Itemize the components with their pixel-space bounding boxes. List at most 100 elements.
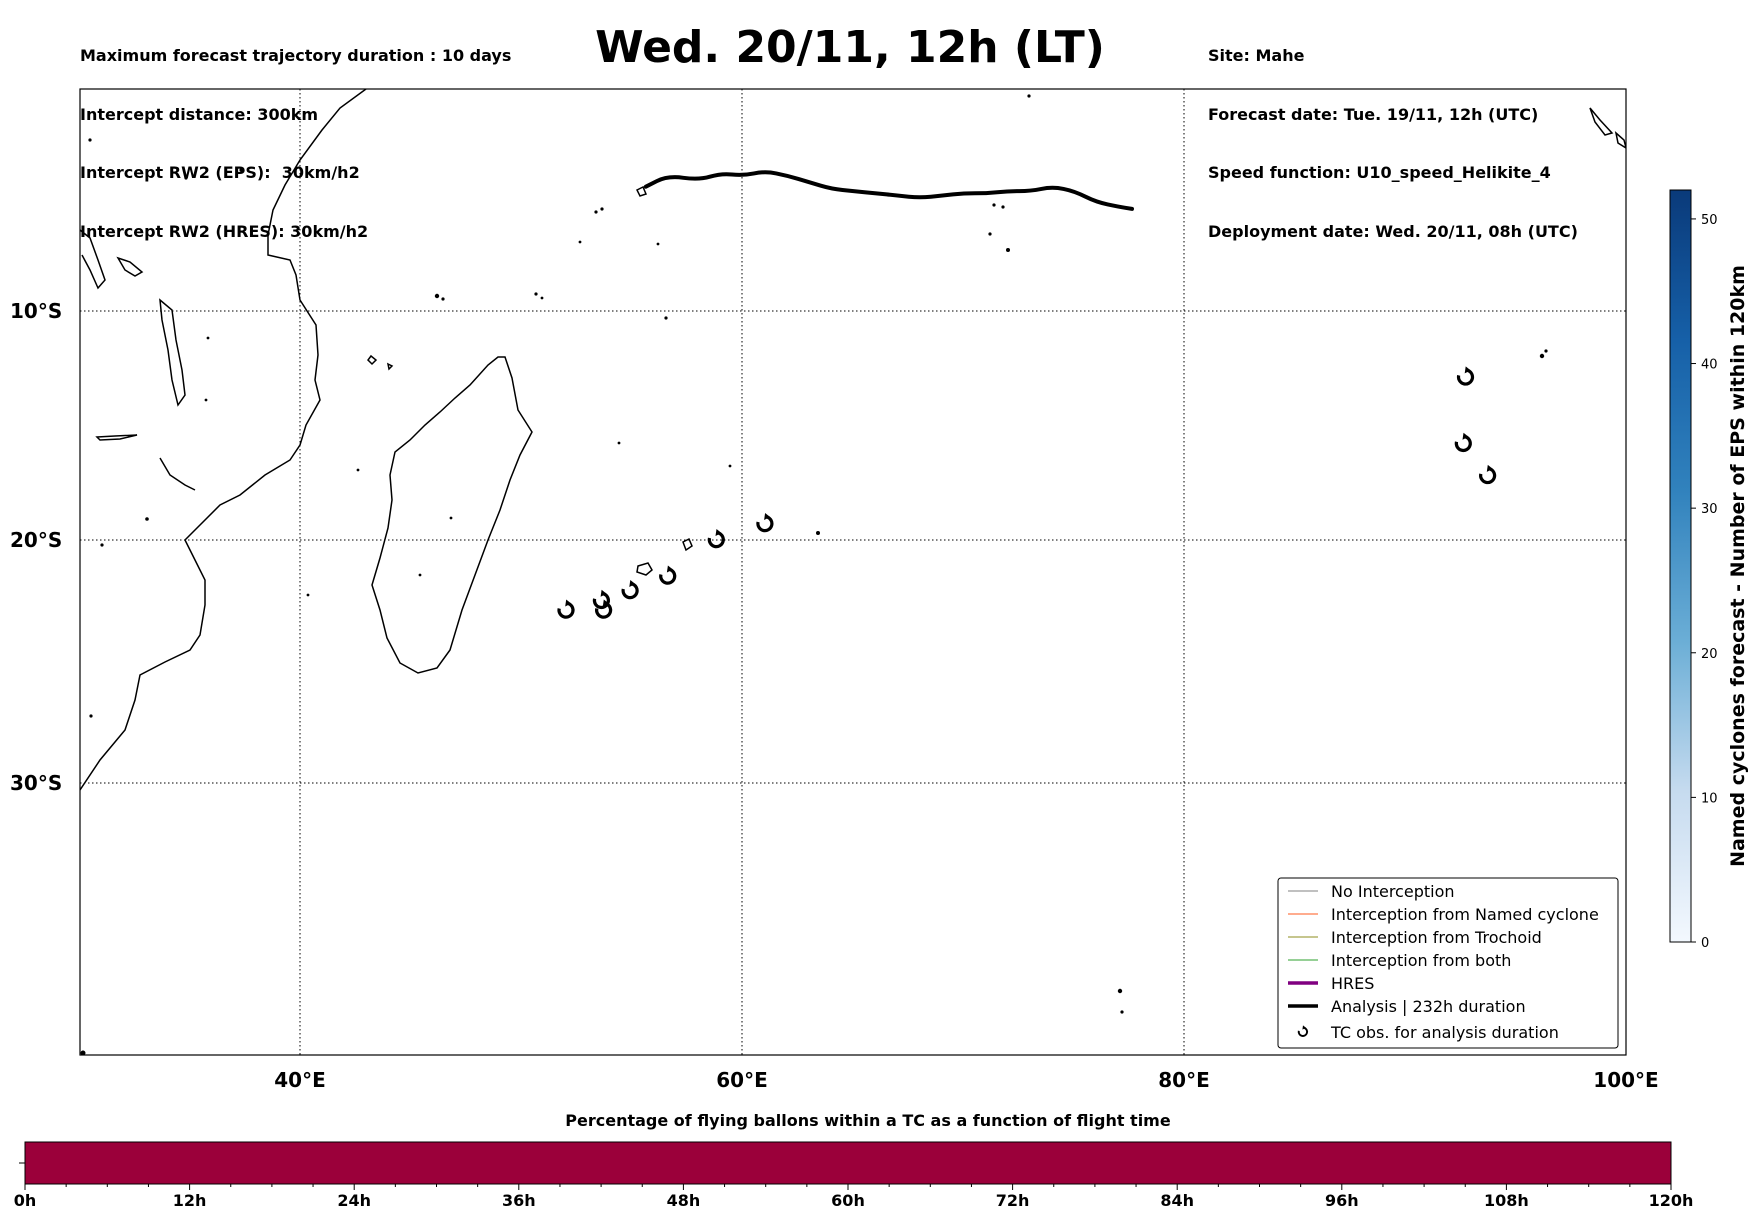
colorbar-bottom-bar (24, 1141, 1672, 1185)
island-dot (1120, 1010, 1124, 1014)
lake-small (1614, 130, 1626, 149)
island-dot (1544, 349, 1548, 353)
colorbar-right-tick-label: 40 (1701, 358, 1718, 373)
lat-tick-label: 20°S (10, 528, 62, 552)
header-right-line: Deployment date: Wed. 20/11, 08h (UTC) (1208, 221, 1578, 241)
colorbar-right-tick-label: 20 (1701, 647, 1718, 662)
colorbar-bottom-tick-label: 84h (1160, 1191, 1194, 1210)
colorbar-bottom-tick-label: 72h (996, 1191, 1030, 1210)
lon-tick-labels: 40°E 60°E 80°E 100°E (274, 1068, 1658, 1092)
mauritius-island (682, 537, 693, 552)
colorbar-bottom-tick-label: 120h (1649, 1191, 1694, 1210)
tc-observation-marker (1479, 463, 1497, 485)
colorbar-right-tick-label: 0 (1701, 936, 1709, 951)
lake-kariba (95, 434, 138, 441)
island-dot (816, 531, 820, 535)
island-dot (441, 297, 445, 301)
lake-malawi (159, 298, 186, 407)
island-dot (204, 398, 208, 402)
island-dot (239, 168, 243, 172)
reunion-island (636, 562, 653, 576)
header-right-line: Forecast date: Tue. 19/11, 12h (UTC) (1208, 104, 1539, 124)
colorbar-bottom-title: Percentage of flying ballons within a TC… (565, 1111, 1171, 1130)
lake-tanganyika (116, 256, 144, 277)
small-islands (80, 94, 1548, 1056)
header-right-info: Site: Mahe Forecast date: Tue. 19/11, 12… (1208, 7, 1578, 261)
header-left-line: Intercept RW2 (EPS): 30km/h2 (80, 163, 360, 182)
tc-observation-marker (1456, 364, 1475, 386)
colorbar-bottom-tick-label: 48h (667, 1191, 701, 1210)
colorbar-right-tick-label: 30 (1701, 502, 1718, 517)
africa-coastline (80, 89, 367, 791)
lat-tick-label: 30°S (10, 771, 62, 795)
lon-tick-label: 40°E (274, 1068, 326, 1092)
header-left-line: Maximum forecast trajectory duration : 1… (80, 46, 512, 65)
island-dot (992, 203, 996, 207)
lon-tick-label: 80°E (1158, 1068, 1210, 1092)
legend-label: No Interception (1331, 882, 1455, 901)
lat-tick-label: 10°S (10, 299, 62, 323)
colorbar-bottom-tick-label: 12h (173, 1191, 207, 1210)
island-dot (434, 293, 440, 299)
legend-label: Interception from both (1331, 951, 1511, 970)
lake-victoria (80, 229, 106, 290)
legend-label: Analysis | 232h duration (1331, 997, 1526, 1016)
island-dot (664, 316, 668, 320)
island-dot (418, 573, 422, 577)
comoros-island (386, 362, 394, 371)
page-title: Wed. 20/11, 12h (LT) (595, 22, 1105, 73)
gridlines (80, 89, 1626, 1055)
lon-tick-label: 100°E (1593, 1068, 1658, 1092)
colorbar-bottom-tick-label: 96h (1325, 1191, 1359, 1210)
legend-label: HRES (1331, 974, 1374, 993)
colorbar-bottom-tick-label: 24h (337, 1191, 371, 1210)
island-dot (306, 593, 310, 597)
island-dot (1117, 988, 1123, 994)
island-dot (594, 210, 598, 214)
colorbar-bottom-ticks: 0h 12h 24h 36h 48h 60h 72h 84h 96h 108h 120h (14, 1184, 1694, 1210)
header-right-line: Site: Mahe (1208, 46, 1305, 65)
island-dot (145, 517, 149, 521)
tc-observation-marker (659, 563, 677, 585)
island-dot (449, 516, 453, 520)
lon-tick-label: 60°E (716, 1068, 768, 1092)
island-dot (728, 464, 732, 468)
tc-observation-marker (557, 597, 575, 619)
island-dot (534, 292, 538, 296)
island-dot (1001, 205, 1005, 209)
map-frame (79, 88, 1627, 1056)
legend-label: TC obs. for analysis duration (1330, 1023, 1559, 1042)
analysis-track (643, 170, 1134, 211)
tc-observation-marker (621, 578, 639, 600)
island-dot (356, 468, 360, 472)
colorbar-right: 0 10 20 30 40 50 Named cyclones forecast - Nu… (1669, 189, 1749, 951)
legend-box (1277, 877, 1619, 1049)
madagascar-coastline (371, 356, 533, 674)
colorbar-right-ticks: 0 10 20 30 40 50 (1691, 213, 1718, 951)
header-right-line: Speed function: U10_speed_Helikite_4 (1208, 163, 1551, 182)
island-dot (100, 543, 104, 547)
colorbar-bottom-tick-label: 108h (1484, 1191, 1529, 1210)
island-dot (1006, 248, 1010, 252)
colorbar-right-bar (1669, 189, 1692, 943)
colorbar-bottom-tick-label: 0h (14, 1191, 37, 1210)
river (159, 457, 196, 491)
colorbar-bottom: Percentage of flying ballons within a TC… (14, 1111, 1694, 1210)
map-area: 40°E 60°E 80°E 100°E 10°S 20°S 30°S (10, 88, 1659, 1092)
lat-tick-labels: 10°S 20°S 30°S (10, 299, 62, 795)
island-dot (88, 138, 92, 142)
coastlines (80, 89, 1626, 791)
header-left-line: Intercept distance: 300km (80, 104, 319, 124)
island-dot (89, 714, 93, 718)
island-dot (988, 232, 992, 236)
legend-label: Interception from Named cyclone (1331, 905, 1599, 924)
island-dot (1027, 94, 1031, 98)
tc-observation-marker (1454, 431, 1472, 453)
header-left-info: Maximum forecast trajectory duration : 1… (80, 7, 511, 261)
island-dot (540, 296, 544, 300)
colorbar-bottom-tick-label: 36h (502, 1191, 536, 1210)
cyclone-icon (1297, 1025, 1309, 1037)
tc-observation-marker (707, 527, 725, 549)
colorbar-right-tick-label: 10 (1701, 791, 1718, 806)
